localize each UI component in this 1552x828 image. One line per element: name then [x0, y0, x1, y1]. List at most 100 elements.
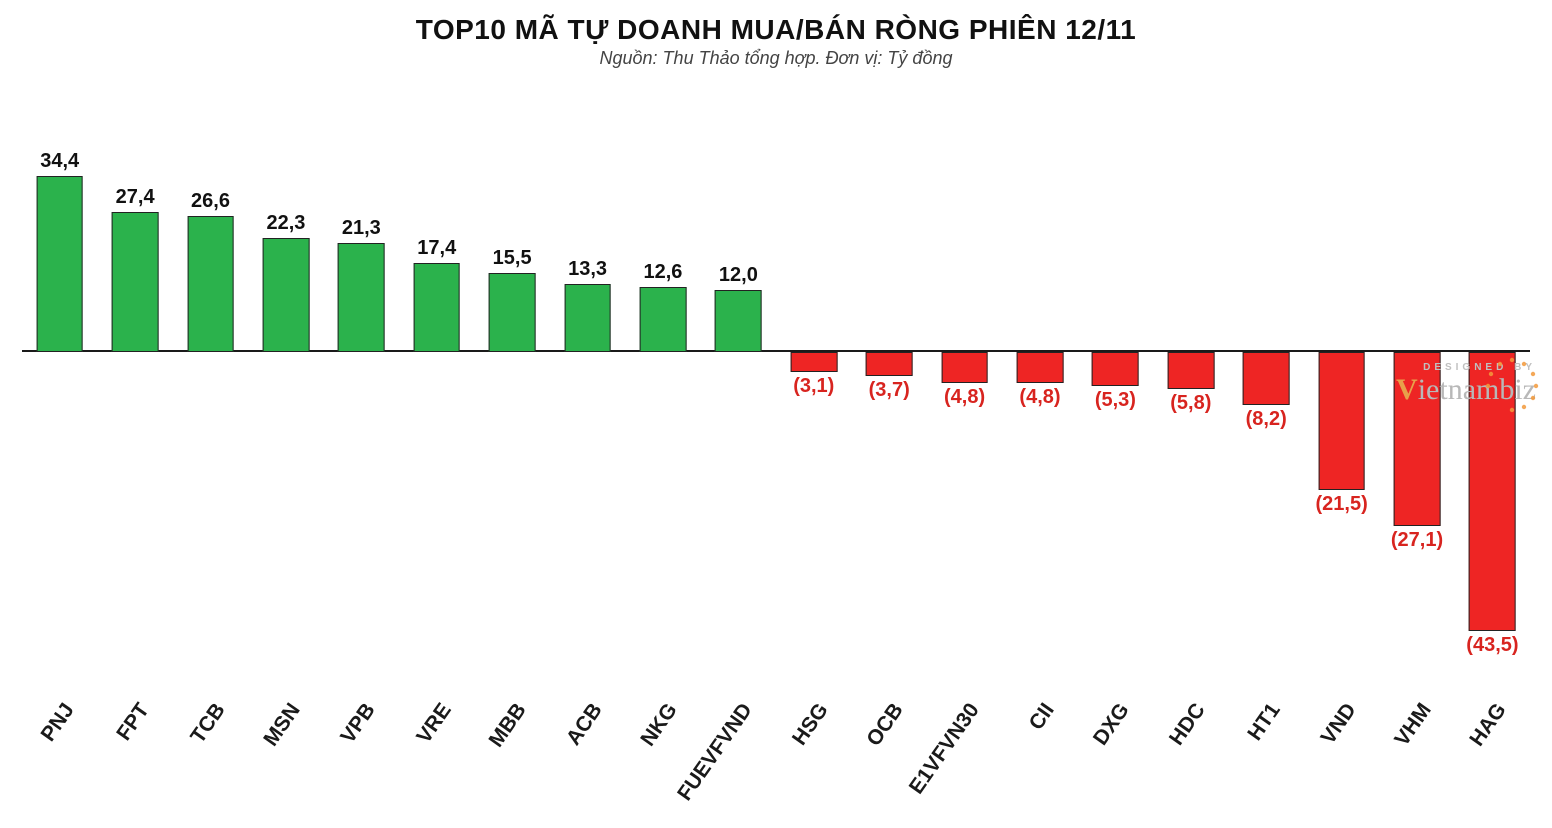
chart-value-label: (3,7): [869, 375, 910, 402]
chart-bar: (8,2): [1243, 352, 1290, 405]
chart-category-column: HDC: [1153, 693, 1228, 781]
chart-category-column: VRE: [399, 693, 474, 781]
chart-category-label: HDC: [1165, 699, 1211, 750]
chart-bar: 13,3: [564, 284, 611, 352]
chart-category-column: DXG: [1078, 693, 1153, 781]
chart-value-label: 26,6: [191, 190, 230, 217]
chart-category-label: HSG: [788, 699, 834, 750]
chart-value-label: 34,4: [40, 150, 79, 177]
chart-value-label: 21,3: [342, 217, 381, 244]
chart-category-label: MSN: [259, 699, 305, 751]
chart-bar-column: 12,6: [625, 81, 700, 683]
chart-value-label: (8,2): [1246, 404, 1287, 431]
chart-category-column: MSN: [248, 693, 323, 781]
chart-bar: 12,0: [715, 290, 762, 352]
chart-bar: (3,7): [866, 352, 913, 376]
chart-category-column: VPB: [324, 693, 399, 781]
chart-value-label: 12,6: [643, 261, 682, 288]
chart-category-column: CII: [1002, 693, 1077, 781]
chart-value-label: 13,3: [568, 258, 607, 285]
chart-bar-column: (3,7): [851, 81, 926, 683]
chart-value-label: (21,5): [1315, 489, 1367, 516]
chart-bar: (27,1): [1394, 352, 1441, 526]
chart-bar-column: (27,1): [1379, 81, 1454, 683]
chart-bar: 34,4: [36, 176, 83, 352]
chart-value-label: 17,4: [417, 237, 456, 264]
chart-category-column: VND: [1304, 693, 1379, 781]
chart-bar: 15,5: [489, 273, 536, 352]
chart-bar: (5,3): [1092, 352, 1139, 386]
chart-bar: 21,3: [338, 243, 385, 352]
chart-bar-column: (21,5): [1304, 81, 1379, 683]
chart-bar: 26,6: [187, 216, 234, 352]
chart-category-label: ACB: [561, 699, 607, 750]
chart-category-column: FUEVFVND: [701, 693, 776, 781]
chart-bar-column: (5,8): [1153, 81, 1228, 683]
chart-category-column: PNJ: [22, 693, 97, 781]
chart-bar-column: (43,5): [1455, 81, 1530, 683]
chart-bar-column: 34,4: [22, 81, 97, 683]
chart-bar-column: 26,6: [173, 81, 248, 683]
chart-category-column: HT1: [1229, 693, 1304, 781]
chart-category-column: E1VFVN30: [927, 693, 1002, 781]
chart-bar-column: 13,3: [550, 81, 625, 683]
chart-category-label: TCB: [186, 699, 230, 748]
chart-value-label: (5,3): [1095, 385, 1136, 412]
chart-bar-column: 22,3: [248, 81, 323, 683]
chart-value-label: 22,3: [266, 212, 305, 239]
chart-bar-column: (3,1): [776, 81, 851, 683]
chart-bar: 12,6: [640, 287, 687, 352]
chart-category-column: VHM: [1379, 693, 1454, 781]
chart-bar: (4,8): [1017, 352, 1064, 383]
chart-bar: 17,4: [413, 263, 460, 352]
chart-category-label: NKG: [636, 699, 682, 751]
chart-category-label: CII: [1025, 699, 1060, 735]
chart-bar: 27,4: [112, 212, 159, 352]
chart-bar-column: (5,3): [1078, 81, 1153, 683]
chart-bar: (5,8): [1167, 352, 1214, 389]
chart-bar-column: (4,8): [927, 81, 1002, 683]
chart-category-column: FPT: [97, 693, 172, 781]
chart-bar: (3,1): [790, 352, 837, 372]
chart-category-column: TCB: [173, 693, 248, 781]
chart-bar-column: 27,4: [97, 81, 172, 683]
chart-bar-column: (8,2): [1229, 81, 1304, 683]
chart-bar-column: (4,8): [1002, 81, 1077, 683]
chart-value-label: (4,8): [944, 382, 985, 409]
chart-plot-area: 34,4 27,4 26,6 22,3 21,3 17,4 15,5 13,3 12,6 12,0…: [22, 81, 1530, 683]
chart-subtitle: Nguồn: Thu Thảo tổng hợp. Đơn vị: Tỷ đồn…: [22, 48, 1530, 69]
chart-category-label: VPB: [337, 699, 381, 748]
chart-bar-column: 15,5: [474, 81, 549, 683]
chart-category-label: VHM: [1390, 699, 1436, 751]
chart-value-label: (27,1): [1391, 525, 1443, 552]
chart-category-column: HSG: [776, 693, 851, 781]
chart-value-label: (4,8): [1019, 382, 1060, 409]
chart-category-column: MBB: [474, 693, 549, 781]
chart-category-label: DXG: [1089, 699, 1135, 750]
chart-bar-column: 17,4: [399, 81, 474, 683]
chart-category-label: VND: [1316, 699, 1361, 749]
chart-value-label: 27,4: [116, 186, 155, 213]
chart-category-column: ACB: [550, 693, 625, 781]
chart-category-label: OCB: [862, 699, 908, 751]
chart-bar-column: 12,0: [701, 81, 776, 683]
chart-category-label: HT1: [1243, 699, 1285, 745]
chart-category-label: VRE: [412, 699, 456, 748]
chart-value-label: 15,5: [493, 247, 532, 274]
chart-container: TOP10 MÃ TỰ DOANH MUA/BÁN RÒNG PHIÊN 12/…: [0, 0, 1552, 828]
chart-bar: (4,8): [941, 352, 988, 383]
chart-value-label: (43,5): [1466, 630, 1518, 657]
chart-value-label: 12,0: [719, 264, 758, 291]
chart-category-axis: PNJ FPT TCB MSN VPB VRE MBB ACB NKG FUEVFVND HSG OC…: [22, 693, 1530, 781]
chart-category-label: HAG: [1466, 699, 1512, 751]
chart-category-label: PNJ: [36, 699, 79, 746]
chart-bar: 22,3: [263, 238, 310, 352]
chart-bar: (21,5): [1318, 352, 1365, 490]
chart-bar-column: 21,3: [324, 81, 399, 683]
chart-value-label: (3,1): [793, 371, 834, 398]
chart-bars-row: 34,4 27,4 26,6 22,3 21,3 17,4 15,5 13,3 12,6 12,0…: [22, 81, 1530, 683]
chart-title: TOP10 MÃ TỰ DOANH MUA/BÁN RÒNG PHIÊN 12/…: [22, 14, 1530, 46]
chart-category-label: MBB: [485, 699, 532, 752]
chart-category-label: FPT: [112, 699, 154, 745]
chart-bar: (43,5): [1469, 352, 1516, 631]
